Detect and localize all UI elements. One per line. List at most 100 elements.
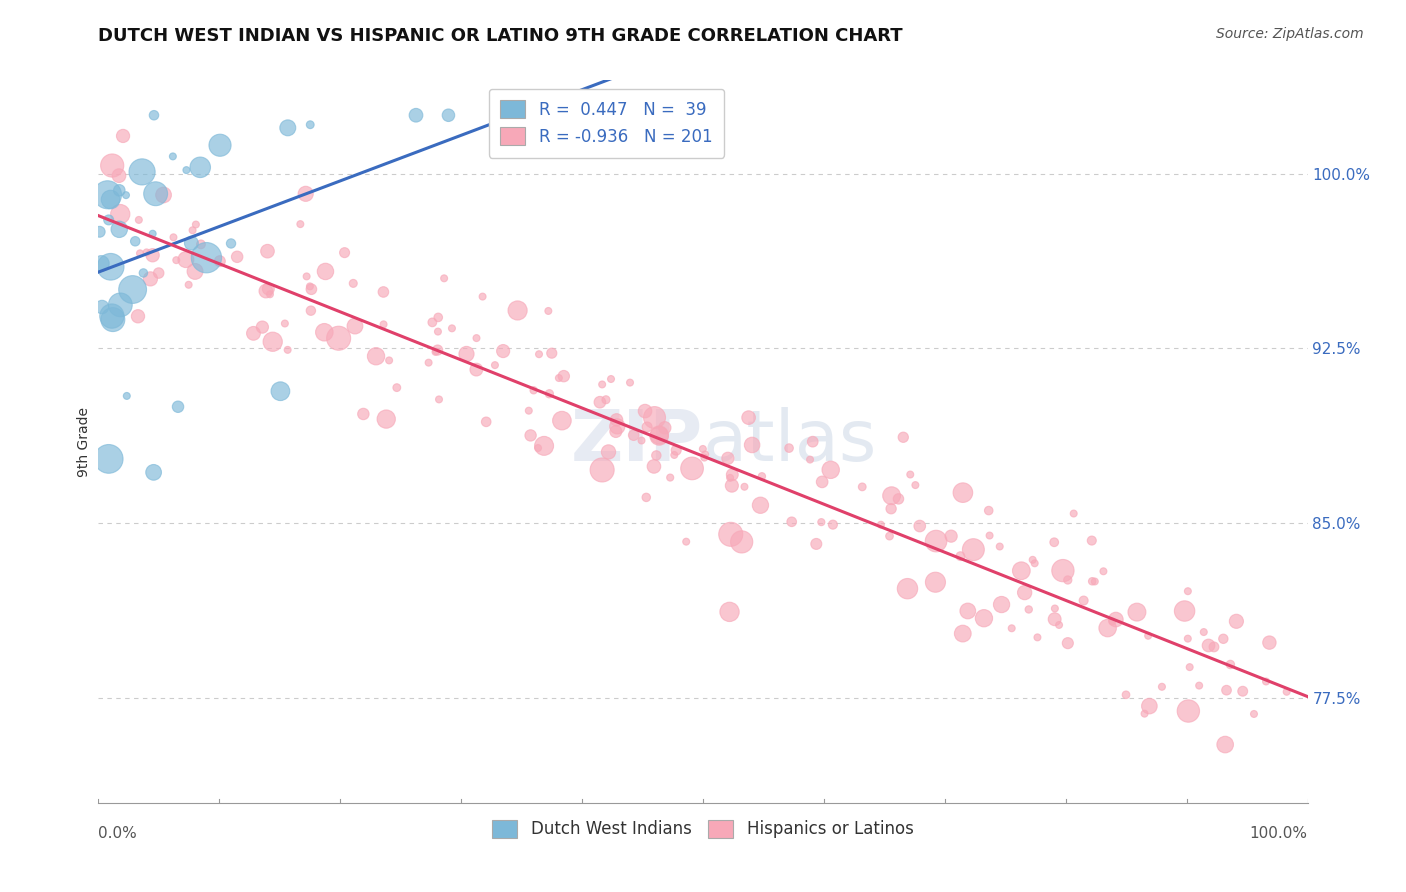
Point <box>1137 629 1160 643</box>
Point <box>718 471 741 485</box>
Point <box>418 356 440 370</box>
Text: 100.0%: 100.0% <box>1250 826 1308 841</box>
Point <box>1115 688 1137 702</box>
Point <box>1047 618 1070 632</box>
Point <box>375 412 398 426</box>
Point <box>1243 706 1265 721</box>
Point <box>96 187 118 202</box>
Point <box>623 428 645 442</box>
Point <box>165 253 187 268</box>
Point <box>589 395 612 409</box>
Point <box>184 264 207 278</box>
Point <box>139 272 162 286</box>
Point <box>527 441 550 455</box>
Point <box>806 537 828 551</box>
Point <box>101 312 124 326</box>
Point <box>675 534 697 549</box>
Point <box>799 452 821 467</box>
Point <box>195 251 218 265</box>
Point <box>127 310 149 324</box>
Point <box>290 217 312 231</box>
Point <box>1097 621 1119 635</box>
Point <box>851 480 873 494</box>
Legend: Dutch West Indians, Hispanics or Latinos: Dutch West Indians, Hispanics or Latinos <box>486 813 920 845</box>
Point <box>131 165 153 179</box>
Point <box>135 245 157 260</box>
Point <box>427 392 450 407</box>
Point <box>1137 699 1160 714</box>
Point <box>519 428 541 442</box>
Point <box>1254 674 1277 689</box>
Point <box>112 128 135 143</box>
Point <box>1177 632 1199 646</box>
Point <box>145 186 167 201</box>
Point <box>426 343 449 357</box>
Point <box>634 404 657 418</box>
Point <box>219 236 242 251</box>
Point <box>600 372 623 386</box>
Point <box>262 334 284 349</box>
Point <box>1177 584 1199 599</box>
Text: 0.0%: 0.0% <box>98 826 138 841</box>
Point <box>277 120 299 135</box>
Point <box>142 248 165 262</box>
Point <box>475 415 498 429</box>
Point <box>373 285 395 299</box>
Point <box>1174 604 1197 618</box>
Point <box>129 246 152 260</box>
Point <box>720 527 742 541</box>
Point <box>717 451 740 466</box>
Point <box>952 485 974 500</box>
Point <box>465 331 488 345</box>
Point <box>695 447 717 461</box>
Point <box>533 439 555 453</box>
Point <box>898 467 921 482</box>
Point <box>1192 625 1215 640</box>
Point <box>1043 535 1066 549</box>
Point <box>606 419 628 434</box>
Point <box>811 475 834 489</box>
Point <box>654 421 676 435</box>
Point <box>956 604 979 618</box>
Point <box>1275 685 1298 699</box>
Point <box>1232 684 1254 698</box>
Point <box>121 283 143 297</box>
Point <box>277 343 299 357</box>
Point <box>880 501 903 516</box>
Point <box>591 377 613 392</box>
Point <box>110 207 132 221</box>
Point <box>208 254 231 268</box>
Point <box>979 528 1001 542</box>
Point <box>1101 615 1123 629</box>
Point <box>471 289 494 303</box>
Point <box>537 304 560 318</box>
Point <box>553 369 575 384</box>
Point <box>1084 574 1107 589</box>
Point <box>422 315 444 329</box>
Point <box>1133 706 1156 721</box>
Point <box>778 441 800 455</box>
Point <box>751 469 773 483</box>
Point <box>1021 553 1043 567</box>
Point <box>184 218 207 232</box>
Point <box>939 529 962 543</box>
Point <box>721 467 744 482</box>
Point <box>1178 660 1201 674</box>
Point <box>176 163 198 178</box>
Point <box>551 414 574 428</box>
Point <box>426 325 449 339</box>
Point <box>108 183 131 197</box>
Point <box>492 344 515 359</box>
Point <box>295 269 318 284</box>
Point <box>1177 704 1199 718</box>
Point <box>128 213 150 227</box>
Point <box>925 534 948 549</box>
Point <box>343 319 366 334</box>
Point <box>91 300 114 314</box>
Point <box>1043 601 1066 615</box>
Point <box>908 519 931 533</box>
Point <box>1052 564 1074 578</box>
Point <box>1010 564 1032 578</box>
Point <box>115 389 138 403</box>
Point <box>1150 680 1173 694</box>
